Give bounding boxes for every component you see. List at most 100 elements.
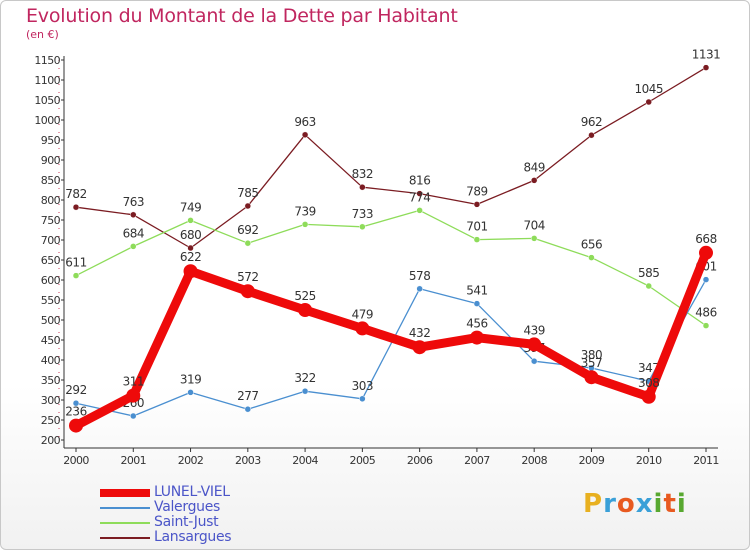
data-point — [702, 276, 710, 283]
y-tick-label: 400 — [41, 354, 61, 367]
series-line-lunel-viel — [73, 251, 711, 430]
data-label: 572 — [237, 270, 258, 284]
data-point — [187, 389, 194, 396]
data-point — [699, 245, 713, 260]
y-tick-label: 350 — [41, 374, 61, 387]
data-point — [527, 337, 542, 352]
legend-label: Valergues — [154, 499, 221, 515]
y-tick-label: 250 — [41, 414, 61, 427]
data-point — [359, 183, 366, 191]
data-label: 816 — [409, 174, 430, 188]
data-point — [416, 207, 423, 214]
legend-label: LUNEL-VIEL — [154, 484, 230, 500]
data-label: 322 — [294, 371, 315, 385]
data-label: 456 — [466, 317, 487, 331]
chart-title: Evolution du Montant de la Dette par Hab… — [26, 5, 458, 27]
data-label: 680 — [180, 228, 201, 242]
y-tick-label: 300 — [41, 394, 61, 407]
data-point — [69, 418, 83, 433]
logo-letter: i — [653, 489, 664, 519]
data-point — [187, 217, 194, 224]
data-label: 357 — [581, 356, 602, 370]
data-label: 763 — [123, 195, 144, 209]
data-point — [473, 201, 481, 208]
y-tick-label: 750 — [41, 214, 61, 227]
data-label: 739 — [294, 204, 315, 218]
legend-swatch — [100, 507, 150, 509]
data-label: 311 — [123, 375, 144, 389]
y-tick-label: 1150 — [34, 54, 60, 67]
data-point — [130, 243, 137, 250]
series-line-saint-just — [75, 209, 707, 327]
chart-legend: LUNEL-VIEL Valergues Saint-Just Lansargues — [100, 484, 300, 545]
data-point — [244, 239, 252, 247]
x-tick-label: 2010 — [636, 454, 662, 467]
y-tick-label: 900 — [41, 154, 61, 167]
x-tick-label: 2007 — [464, 454, 490, 467]
data-point — [530, 357, 538, 365]
data-point — [130, 211, 137, 219]
data-point — [183, 264, 198, 279]
logo-letter: i — [676, 489, 687, 519]
data-point — [298, 303, 313, 317]
data-point — [416, 190, 423, 197]
y-tick-label: 600 — [41, 274, 61, 287]
legend-swatch — [100, 537, 150, 539]
data-label: 486 — [695, 306, 716, 320]
logo-letter: P — [583, 489, 604, 519]
chart-unit: (en €) — [26, 28, 59, 41]
data-label: 684 — [123, 226, 144, 240]
legend-swatch — [100, 489, 150, 497]
data-label: 308 — [638, 376, 659, 390]
data-point — [244, 202, 252, 210]
y-tick-label: 700 — [41, 234, 61, 247]
data-point — [126, 388, 141, 403]
x-tick-label: 2004 — [292, 454, 318, 467]
data-label: 832 — [352, 167, 373, 181]
data-label: 963 — [294, 115, 315, 129]
data-point — [645, 282, 652, 290]
legend-label: Saint-Just — [154, 514, 219, 530]
x-tick-label: 2000 — [63, 454, 89, 467]
data-label: 785 — [237, 186, 258, 200]
data-point — [473, 236, 481, 243]
y-tick-label: 800 — [41, 194, 61, 207]
y-tick-label: 450 — [41, 334, 61, 347]
data-label: 789 — [466, 184, 487, 198]
data-point — [301, 387, 309, 395]
data-label: 774 — [409, 190, 430, 204]
data-label: 292 — [65, 383, 86, 397]
data-label: 733 — [352, 207, 373, 221]
data-label: 432 — [409, 326, 430, 340]
proxiti-logo: Proxiti — [583, 489, 687, 519]
data-label: 303 — [352, 379, 373, 393]
x-tick-label: 2006 — [407, 454, 433, 467]
data-point — [187, 244, 194, 252]
data-label: 622 — [180, 250, 201, 264]
data-label: 236 — [65, 405, 86, 419]
data-point — [301, 131, 309, 139]
data-point — [530, 177, 538, 184]
x-tick-label: 2001 — [120, 454, 146, 467]
data-label: 585 — [638, 266, 659, 280]
data-point — [244, 405, 252, 413]
legend-item: Lansargues — [100, 529, 300, 545]
y-tick-label: 1100 — [34, 74, 60, 87]
logo-letter: o — [616, 489, 636, 519]
y-tick-label: 200 — [41, 434, 61, 447]
data-label: 380 — [581, 348, 602, 362]
x-tick-label: 2005 — [350, 454, 376, 467]
data-label: 319 — [180, 372, 201, 386]
data-point — [469, 330, 484, 345]
data-point — [702, 322, 710, 329]
data-label: 578 — [409, 269, 430, 283]
logo-letter: r — [603, 489, 617, 519]
data-label: 1045 — [634, 82, 663, 96]
data-label: 849 — [523, 160, 544, 174]
data-point — [240, 284, 255, 299]
data-point — [584, 370, 599, 385]
data-point — [645, 98, 652, 106]
x-tick-label: 2008 — [521, 454, 547, 467]
